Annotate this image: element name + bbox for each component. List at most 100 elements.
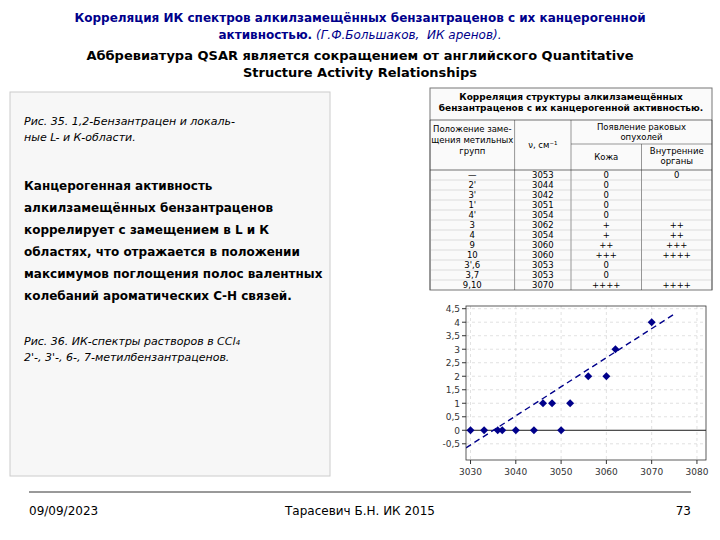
table-cell: 3',6 — [464, 260, 480, 270]
table-cell: 9,10 — [463, 280, 482, 290]
grid-line — [466, 335, 706, 336]
table-rule — [571, 120, 572, 290]
tick — [606, 460, 607, 464]
table-cell: 3 — [470, 220, 475, 230]
tick-label: 0 — [454, 426, 460, 436]
tick-label: 4 — [454, 318, 460, 328]
point — [611, 345, 619, 353]
table-cell: 4' — [468, 210, 476, 220]
table-cell: 0 — [604, 260, 609, 270]
table-cell: 3060 — [532, 240, 554, 250]
point — [512, 426, 520, 434]
table-cell: 3053 — [532, 170, 554, 180]
tick — [462, 403, 466, 404]
table-header: Появление раковых — [597, 122, 686, 132]
tick-label: 3060 — [595, 467, 618, 477]
title: (Г.Ф.Большаков, ИК аренов). — [312, 28, 501, 42]
grid-line — [466, 403, 706, 404]
point — [557, 426, 565, 434]
tick-label: 3050 — [550, 467, 573, 477]
table-cell: 3070 — [532, 280, 554, 290]
tick-label: 0,5 — [446, 412, 460, 422]
table-cell: 1' — [468, 200, 476, 210]
annotation: областях, что отражается в положении — [24, 245, 300, 259]
table-cell: 3054 — [532, 210, 554, 220]
table-header: Внутренние — [650, 146, 704, 156]
point — [548, 399, 556, 407]
table-cell: 0 — [604, 180, 609, 190]
grid-line — [515, 306, 516, 460]
table-header: Кожа — [594, 152, 618, 162]
footer-rule — [29, 492, 691, 493]
tick — [462, 308, 466, 309]
grid-line — [470, 306, 471, 460]
grid-line — [696, 306, 697, 460]
plot-marks — [466, 314, 674, 448]
table-cell: 0 — [604, 270, 609, 280]
table-cell: 3051 — [532, 200, 554, 210]
tick-label: 3 — [454, 345, 460, 355]
table-cell: 3053 — [532, 260, 554, 270]
title: активностью. — [219, 28, 313, 42]
table-cell: +++ — [596, 250, 617, 260]
footer: 73 — [676, 504, 691, 518]
grid-line — [466, 308, 706, 309]
table-cell: 2' — [468, 180, 476, 190]
table-cell: 9 — [470, 240, 475, 250]
plot-background — [466, 306, 706, 460]
annotation: максимумов поглощения полос валентных — [24, 267, 323, 281]
table-header: ν, см⁻¹ — [528, 140, 557, 150]
grid-line — [466, 349, 706, 350]
tick-label: -0,5 — [442, 439, 460, 449]
point — [498, 426, 506, 434]
table-cell: — — [468, 170, 477, 180]
table-header: опухолей — [620, 132, 662, 142]
subtitle: Structure Activity Relationships — [243, 65, 477, 80]
table-cell: ++ — [599, 240, 613, 250]
table-cell: 3054 — [532, 230, 554, 240]
tick — [651, 460, 652, 464]
annotation: коррелирует с замещением в L и К — [24, 223, 269, 237]
table-cell: 3' — [468, 190, 476, 200]
table-rule — [641, 144, 642, 290]
footer: Тарасевич Б.Н. ИК 2015 — [284, 504, 435, 518]
tick — [462, 389, 466, 390]
point — [530, 426, 538, 434]
table-cell: 0 — [604, 170, 609, 180]
table-cell: 10 — [467, 250, 478, 260]
tick-label: 3040 — [504, 467, 527, 477]
title-line: активностью. (Г.Ф.Большаков, ИК аренов). — [219, 28, 502, 42]
title: Корреляция ИК спектров алкилзамещённых б… — [74, 11, 645, 25]
grid-line — [466, 389, 706, 390]
tick-label: 3030 — [459, 467, 482, 477]
table-title: бензантраценов с их канцерогенной активн… — [439, 103, 703, 113]
tick-label: 2,5 — [446, 358, 460, 368]
table-rule — [430, 120, 431, 290]
grid-line — [466, 322, 706, 323]
grid-line — [466, 416, 706, 417]
table-header: органы — [660, 156, 693, 166]
tick — [462, 349, 466, 350]
tick — [561, 460, 562, 464]
table-cell: ++ — [670, 230, 684, 240]
tick — [462, 443, 466, 444]
table-cell: ++++ — [592, 280, 621, 290]
grid-line — [466, 443, 706, 444]
table-cell: 3062 — [532, 220, 554, 230]
table-header: Положение заме- — [433, 124, 512, 134]
table-rule — [712, 120, 713, 290]
table-cell: 3042 — [532, 190, 554, 200]
table-cell: 0 — [604, 210, 609, 220]
caption: ные L- и К-области. — [24, 131, 136, 144]
tick — [470, 460, 471, 464]
tick-label: 3080 — [685, 467, 708, 477]
grid-line — [606, 306, 607, 460]
table-cell: +++ — [666, 240, 687, 250]
grid-line — [561, 306, 562, 460]
tick — [462, 335, 466, 336]
tick-label: 3070 — [640, 467, 663, 477]
point — [467, 426, 475, 434]
subtitle: Аббревиатура QSAR является сокращением о… — [86, 48, 633, 63]
table-cell: ++++ — [663, 250, 692, 260]
table-cell: 0 — [604, 190, 609, 200]
